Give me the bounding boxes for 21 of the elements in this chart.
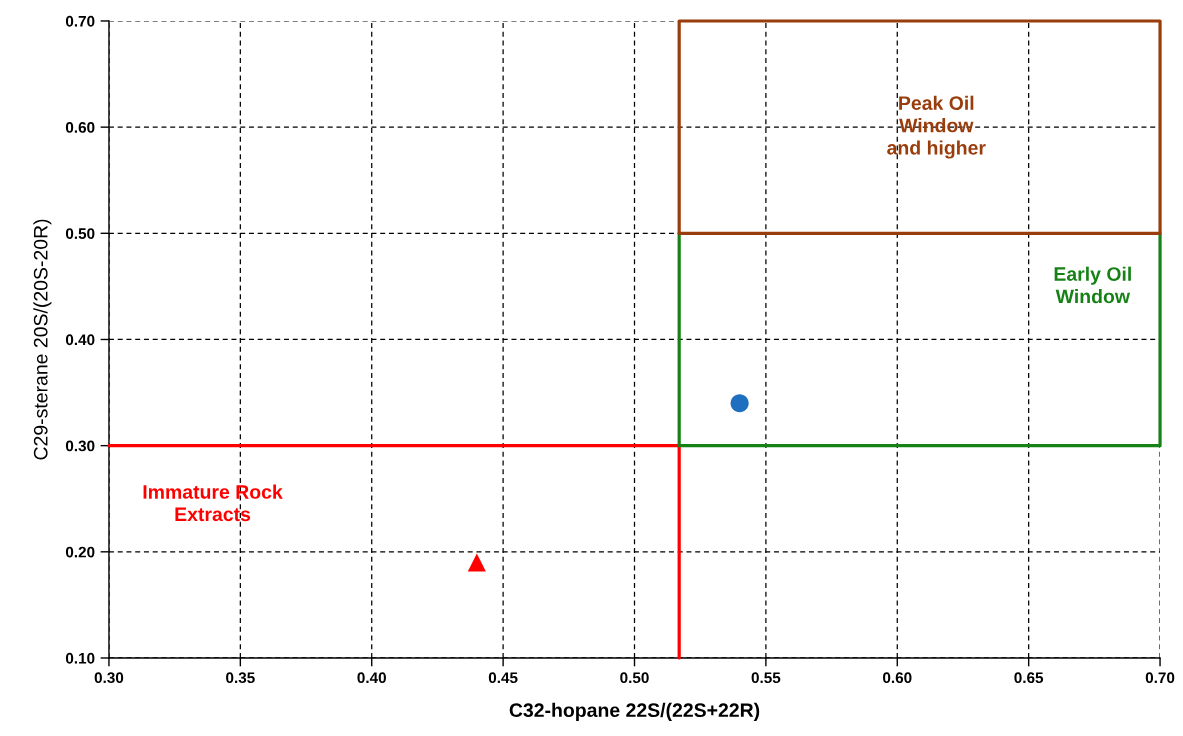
x-tick-label: 0.55	[751, 672, 781, 684]
x-tick-label: 0.40	[357, 672, 386, 684]
y-tick-label: 0.40	[65, 334, 95, 346]
y-tick-label: 0.10	[65, 652, 95, 664]
y-tick-label: 0.70	[65, 15, 95, 27]
x-axis-title: C32-hopane 22S/(22S+22R)	[509, 702, 760, 721]
x-tick-label: 0.70	[1145, 672, 1175, 684]
x-tick-label: 0.45	[488, 672, 518, 684]
y-tick-label: 0.30	[65, 440, 95, 452]
series-label: Early Oil Window	[1054, 266, 1131, 304]
y-tick-label: 0.60	[65, 122, 95, 133]
text: Immature Rock Extracts	[143, 484, 283, 522]
x-tick-label: 0.50	[620, 672, 649, 684]
x-tick-label: 0.30	[94, 672, 124, 684]
x-tick-label: 0.65	[1014, 672, 1044, 684]
y-tick-label: 0.20	[65, 546, 95, 558]
y-axis-title: C29-sterane 20S/(20S-20R)	[33, 219, 52, 460]
x-tick-label: 0.60	[883, 672, 912, 684]
text: Peak Oil Window and higher	[887, 95, 986, 159]
x-tick-label: 0.35	[226, 672, 255, 684]
y-tick-label: 0.50	[65, 228, 95, 239]
